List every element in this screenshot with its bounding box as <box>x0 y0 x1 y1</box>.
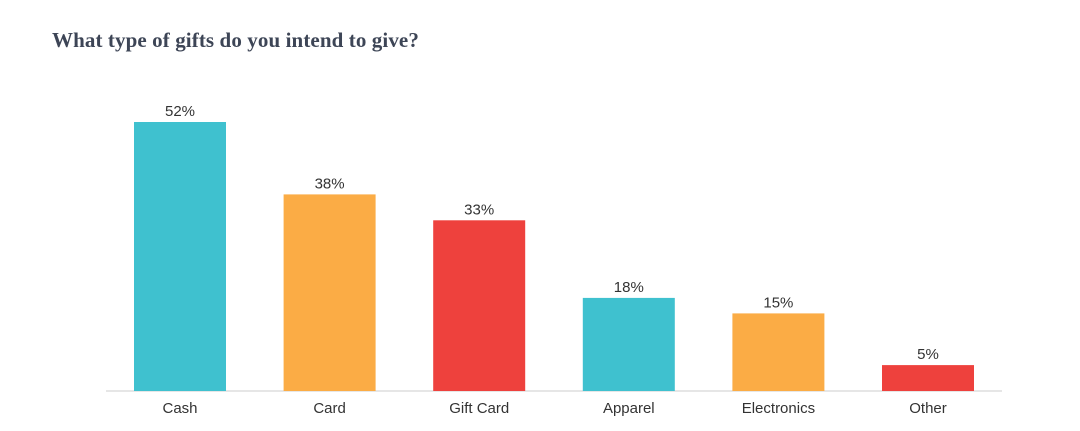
bar-gift-card <box>433 220 526 391</box>
category-label-apparel: Apparel <box>603 400 655 417</box>
bar-cash <box>134 122 226 391</box>
category-label-group: Cash Card Gift Card Apparel Electronics Other <box>162 400 946 417</box>
category-label-cash: Cash <box>162 400 197 417</box>
bar-electronics <box>732 313 825 391</box>
value-label-other: 5% <box>917 346 939 363</box>
category-label-other: Other <box>909 400 947 417</box>
bar-other <box>882 365 974 391</box>
value-label-cash: 52% <box>165 103 195 120</box>
value-label-apparel: 18% <box>614 279 644 296</box>
bar-group <box>134 122 974 391</box>
bar-card <box>283 194 376 391</box>
category-label-card: Card <box>313 400 346 417</box>
bar-apparel <box>582 297 675 391</box>
value-label-gift-card: 33% <box>464 201 494 218</box>
chart-title: What type of gifts do you intend to give… <box>52 28 419 52</box>
value-label-group: 52% 38% 33% 18% 15% 5% <box>165 103 939 363</box>
category-label-electronics: Electronics <box>742 400 815 417</box>
value-label-electronics: 15% <box>763 294 793 311</box>
value-label-card: 38% <box>315 175 345 192</box>
category-label-gift-card: Gift Card <box>449 400 509 417</box>
